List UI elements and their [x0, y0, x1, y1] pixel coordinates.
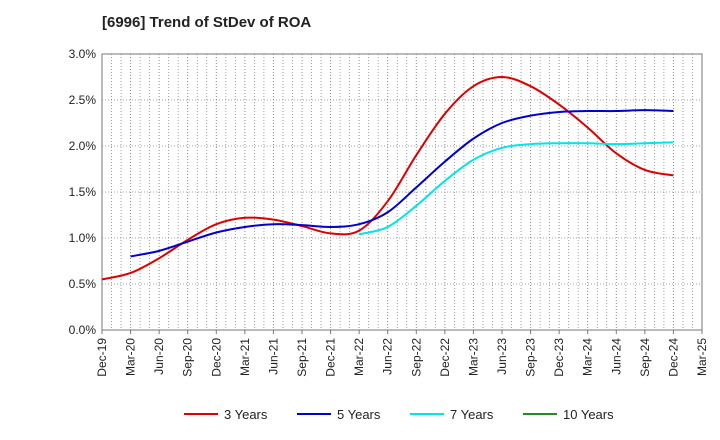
- series-line-3-years: [101, 75, 674, 281]
- x-tick-label: Jun-24: [609, 338, 623, 375]
- x-tick-label: Jun-21: [266, 338, 280, 375]
- x-tick-label: Dec-20: [209, 338, 223, 377]
- x-tick-label: Dec-23: [552, 338, 566, 377]
- legend-label-5-years: 5 Years: [337, 407, 381, 422]
- x-tick-label: Sep-21: [295, 338, 309, 377]
- y-tick-label: 0.0%: [69, 323, 97, 337]
- x-tick-label: Sep-22: [409, 338, 423, 377]
- series-line-5-years: [130, 109, 674, 258]
- y-tick-label: 2.0%: [69, 139, 97, 153]
- x-tick-label: Sep-24: [638, 338, 652, 377]
- x-tick-label: Jun-23: [495, 338, 509, 375]
- y-tick-label: 3.0%: [69, 47, 97, 61]
- x-tick-label: Mar-20: [124, 338, 138, 376]
- x-tick-label: Jun-20: [152, 338, 166, 375]
- x-tick-label: Jun-22: [381, 338, 395, 375]
- legend-label-7-years: 7 Years: [450, 407, 494, 422]
- x-tick-label: Mar-21: [238, 338, 252, 376]
- legend-label-3-years: 3 Years: [224, 407, 268, 422]
- x-tick-label: Mar-23: [466, 338, 480, 376]
- x-tick-label: Sep-23: [524, 338, 538, 377]
- x-tick-label: Dec-22: [438, 338, 452, 377]
- chart-title: [6996] Trend of StDev of ROA: [102, 14, 312, 31]
- legend-label-10-years: 10 Years: [563, 407, 614, 422]
- x-tick-label: Mar-24: [581, 338, 595, 376]
- x-tick-label: Mar-22: [352, 338, 366, 376]
- series-line-7-years: [358, 141, 674, 236]
- x-tick-label: Dec-24: [666, 338, 680, 377]
- x-tick-label: Dec-21: [324, 338, 338, 377]
- y-tick-label: 1.5%: [69, 185, 97, 199]
- x-tick-label: Sep-20: [181, 338, 195, 377]
- x-tick-label: Mar-25: [695, 338, 709, 376]
- y-tick-label: 1.0%: [69, 231, 97, 245]
- x-tick-label: Dec-19: [95, 338, 109, 377]
- y-tick-label: 0.5%: [69, 277, 97, 291]
- plot-frame: [101, 53, 703, 331]
- y-tick-label: 2.5%: [69, 93, 97, 107]
